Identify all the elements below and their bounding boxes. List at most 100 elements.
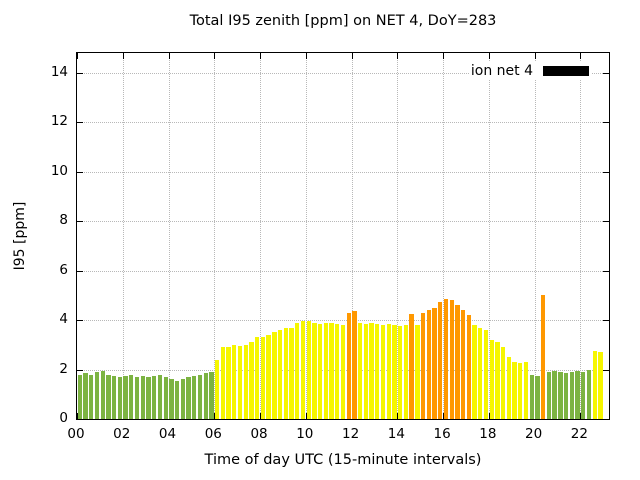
data-bar — [329, 322, 334, 419]
y-tick-mark — [603, 369, 609, 371]
data-bar — [466, 315, 471, 419]
x-tick-mark — [397, 53, 399, 59]
x-tick-label: 04 — [158, 426, 177, 442]
y-tick-label: 4 — [59, 311, 68, 328]
v-gridline — [168, 53, 170, 419]
x-tick-labels: 00 02 04 06 08 10 12 14 16 18 20 22 — [67, 426, 610, 444]
chart-title: Total I95 zenith [ppm] on NET 4, DoY=283 — [189, 13, 497, 29]
data-bar — [117, 376, 123, 419]
data-bar — [512, 362, 517, 419]
data-bar — [312, 322, 317, 419]
h-gridline — [77, 221, 609, 223]
data-bar — [249, 342, 254, 419]
data-bar — [197, 374, 203, 419]
data-bar — [192, 375, 197, 419]
data-bar — [415, 325, 420, 419]
data-bar — [152, 375, 157, 419]
x-tick-mark — [443, 413, 445, 419]
data-bar — [489, 339, 494, 419]
h-gridline — [77, 270, 609, 272]
v-gridline — [305, 53, 307, 419]
data-bar — [283, 327, 288, 419]
data-bar — [409, 313, 414, 419]
x-tick-mark — [443, 53, 445, 59]
y-tick-mark — [603, 171, 609, 173]
y-tick-label: 14 — [50, 63, 68, 80]
data-bar — [277, 329, 283, 419]
data-bar — [380, 325, 386, 419]
data-bar — [134, 376, 140, 419]
y-tick-label: 10 — [50, 162, 68, 179]
y-tick-mark — [603, 270, 609, 272]
y-tick-mark — [77, 270, 83, 272]
data-bar — [335, 323, 340, 419]
data-bar — [529, 374, 534, 419]
x-tick-mark — [351, 413, 353, 419]
data-bar — [443, 299, 449, 419]
data-bar — [483, 329, 489, 419]
data-bar — [438, 301, 443, 419]
data-bar — [237, 346, 243, 419]
data-bar — [317, 323, 323, 419]
legend-swatch — [543, 66, 589, 76]
x-tick-mark — [214, 413, 216, 419]
y-tick-label: 6 — [59, 261, 68, 278]
data-bar — [89, 374, 94, 419]
v-gridline — [214, 53, 216, 419]
data-bar — [94, 372, 100, 419]
data-bar — [106, 374, 111, 419]
y-tick-mark — [77, 369, 83, 371]
data-bar — [346, 312, 351, 419]
data-bar — [146, 376, 151, 419]
data-bar — [518, 363, 523, 419]
data-bar — [77, 374, 82, 419]
x-tick-label: 22 — [570, 426, 588, 442]
y-tick-mark — [77, 320, 83, 322]
h-gridline — [77, 72, 609, 74]
x-tick-mark — [351, 53, 353, 59]
data-bar — [558, 372, 563, 419]
x-tick-mark — [488, 413, 490, 419]
data-bar — [523, 362, 529, 419]
data-bar — [306, 321, 311, 419]
data-bar — [358, 322, 363, 419]
x-tick-label: 16 — [433, 426, 451, 442]
data-bar — [398, 326, 403, 419]
data-bar — [432, 307, 437, 419]
data-bar — [552, 370, 557, 419]
data-bar — [129, 374, 134, 419]
data-bar — [386, 323, 391, 419]
x-tick-mark — [214, 53, 216, 59]
x-tick-label: 14 — [387, 426, 405, 442]
v-gridline — [488, 53, 490, 419]
data-bar — [260, 337, 266, 419]
data-bar — [289, 327, 294, 419]
data-bar — [363, 323, 369, 419]
x-tick-mark — [260, 413, 262, 419]
x-tick-label: 18 — [479, 426, 497, 442]
data-bar — [255, 337, 260, 419]
y-tick-label: 12 — [50, 113, 68, 130]
data-bar — [140, 375, 145, 419]
x-tick-label: 08 — [250, 426, 268, 442]
data-bar — [506, 357, 512, 419]
data-bar — [226, 347, 231, 419]
h-gridline — [77, 122, 609, 124]
x-tick-mark — [260, 53, 262, 59]
data-bar — [214, 359, 220, 419]
x-tick-mark — [122, 413, 124, 419]
x-tick-mark — [305, 413, 307, 419]
y-tick-mark — [603, 72, 609, 74]
data-bar — [272, 332, 277, 419]
data-bar — [209, 372, 214, 419]
x-axis-label: Time of day UTC (15-minute intervals) — [204, 452, 482, 468]
x-tick-mark — [488, 53, 490, 59]
x-tick-mark — [580, 53, 582, 59]
data-bar — [586, 369, 592, 419]
data-bar — [598, 352, 603, 419]
y-tick-label: 8 — [59, 212, 68, 229]
y-tick-mark — [77, 171, 83, 173]
v-gridline — [580, 53, 582, 419]
data-bar — [535, 375, 540, 419]
